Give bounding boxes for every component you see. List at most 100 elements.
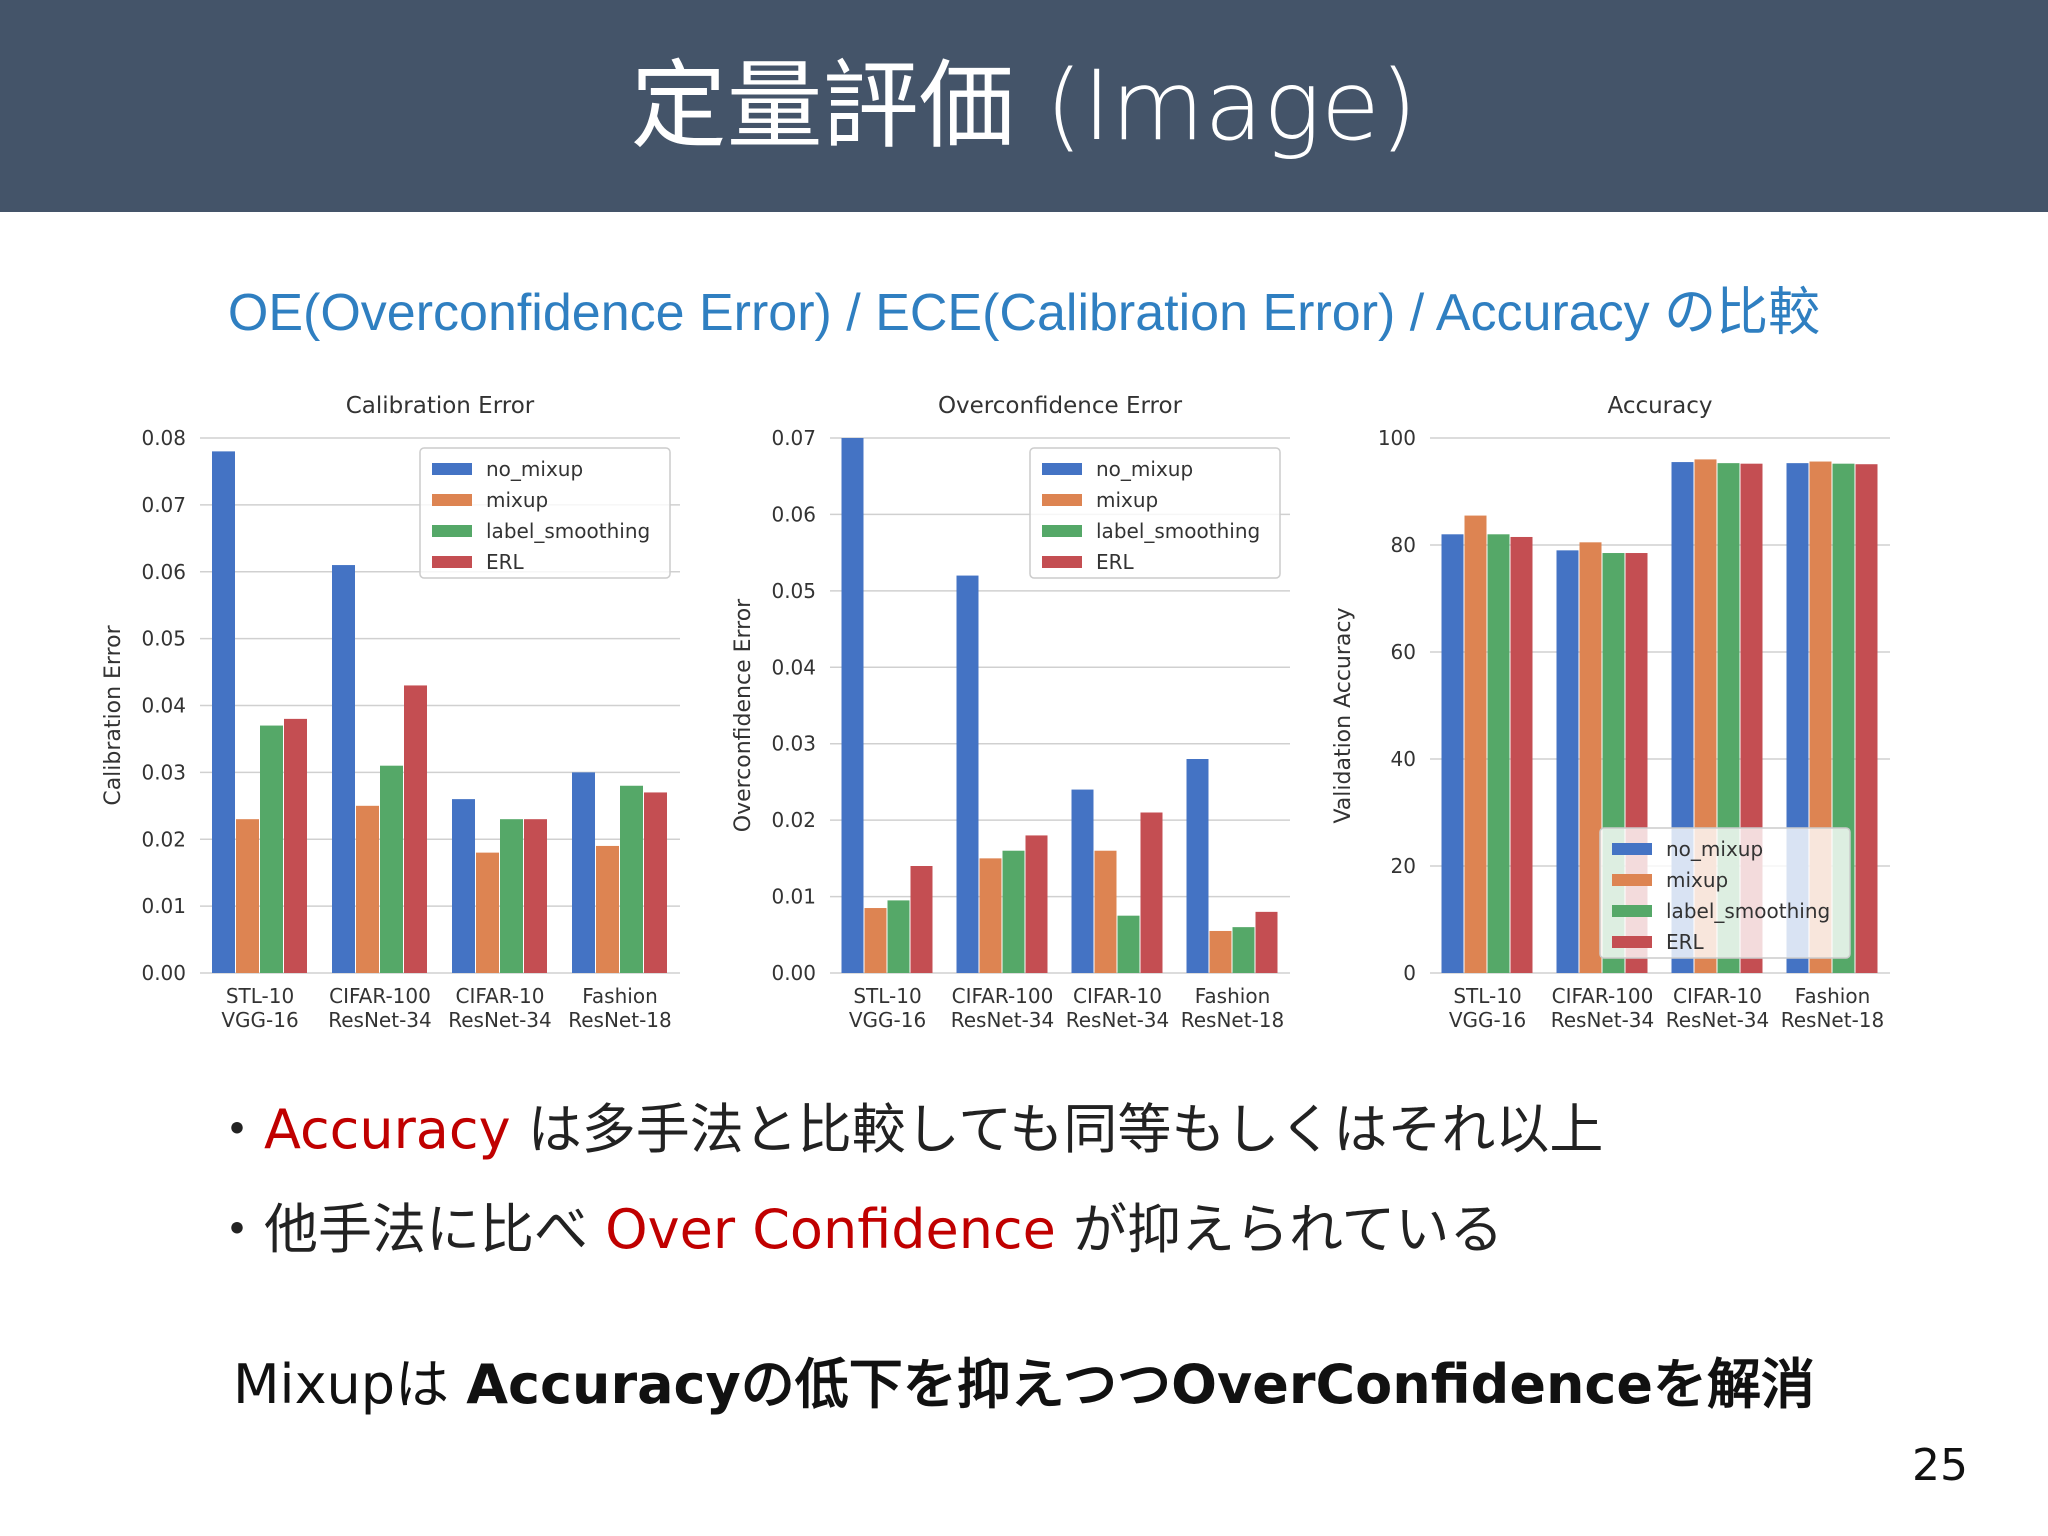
- bar-ERL: [524, 819, 547, 973]
- bar-ERL: [284, 718, 307, 973]
- x-tick-label: VGG-16: [221, 1008, 298, 1032]
- conclusion-prefix: Mixupは: [232, 1353, 467, 1416]
- x-tick-label: ResNet-34: [1666, 1008, 1770, 1032]
- legend-swatch: [432, 525, 472, 537]
- legend-label: label_smoothing: [1096, 519, 1260, 543]
- bar-no_mixup: [956, 575, 979, 973]
- y-tick-label: 0.02: [771, 808, 816, 832]
- bar-mixup: [596, 845, 619, 973]
- y-tick-label: 0.06: [771, 502, 816, 526]
- bar-label_smoothing: [1117, 915, 1140, 973]
- y-tick-label: 0.00: [141, 961, 186, 985]
- x-tick-label: Fashion: [1795, 984, 1871, 1008]
- legend-swatch: [432, 556, 472, 568]
- bar-label_smoothing: [620, 785, 643, 973]
- conclusion: Mixupは Accuracyの低下を抑えつつOverConfidenceを解消: [0, 1340, 2048, 1419]
- bar-mixup: [979, 858, 1002, 973]
- y-tick-label: 0.07: [771, 426, 816, 450]
- bar-label_smoothing: [887, 900, 910, 973]
- x-tick-label: CIFAR-10: [1073, 984, 1162, 1008]
- bar-no_mixup: [1186, 759, 1209, 973]
- bar-no_mixup: [332, 565, 355, 973]
- y-tick-label: 0.04: [771, 655, 816, 679]
- y-tick-label: 0.05: [141, 627, 186, 651]
- y-tick-label: 0.08: [141, 426, 186, 450]
- bar-mixup: [1464, 515, 1487, 973]
- x-tick-label: Fashion: [582, 984, 658, 1008]
- legend-label: label_smoothing: [486, 519, 650, 543]
- x-tick-label: ResNet-34: [448, 1008, 552, 1032]
- slide-subtitle: OE(Overconfidence Error) / ECE(Calibrati…: [227, 284, 1821, 342]
- y-tick-label: 0.07: [141, 493, 186, 517]
- bar-ERL: [1025, 835, 1048, 973]
- slide-title: 定量評価 (Image): [630, 50, 1418, 162]
- bullet-overconfidence: ・他手法に比べ Over Confidence が抑えられている: [210, 1190, 1910, 1290]
- y-tick-label: 40: [1391, 747, 1416, 771]
- x-tick-label: ResNet-18: [568, 1008, 672, 1032]
- bullet-highlight: Accuracy: [264, 1098, 511, 1161]
- bar-no_mixup: [841, 438, 864, 973]
- bar-no_mixup: [1556, 550, 1579, 973]
- bar-label_smoothing: [500, 819, 523, 973]
- legend-label: no_mixup: [1666, 837, 1763, 861]
- x-tick-label: ResNet-34: [1066, 1008, 1170, 1032]
- bar-ERL: [1510, 536, 1533, 973]
- legend-label: ERL: [486, 550, 525, 574]
- legend-swatch: [1612, 936, 1652, 948]
- bar-no_mixup: [572, 772, 595, 973]
- page-number: 25: [1912, 1440, 1968, 1491]
- bullet-highlight: Over Confidence: [605, 1198, 1056, 1261]
- legend-swatch: [1042, 525, 1082, 537]
- chart-title: Overconfidence Error: [938, 393, 1183, 419]
- x-tick-label: STL-10: [1453, 984, 1521, 1008]
- x-tick-label: CIFAR-100: [329, 984, 431, 1008]
- bar-ERL: [644, 792, 667, 973]
- bar-label_smoothing: [1232, 927, 1255, 973]
- bar-label_smoothing: [380, 765, 403, 973]
- y-tick-label: 0.00: [771, 961, 816, 985]
- charts-figure: Calibration Error 0.00 0.01 0.02 0.03 0.04 0.0…: [101, 393, 1890, 1032]
- bar-label_smoothing: [260, 725, 283, 973]
- legend-label: no_mixup: [1096, 457, 1193, 481]
- legend-swatch: [432, 494, 472, 506]
- bar-mixup: [864, 908, 887, 973]
- bar-mixup: [356, 805, 379, 973]
- y-axis-title: Overconfidence Error: [731, 598, 756, 832]
- legend-label: ERL: [1096, 550, 1135, 574]
- bullet-text: が抑えられている: [1055, 1198, 1504, 1261]
- bar-mixup: [1094, 850, 1117, 973]
- legend-label: mixup: [1096, 488, 1158, 512]
- bar-ERL: [1255, 911, 1278, 973]
- y-tick-label: 0.06: [141, 560, 186, 584]
- legend-swatch: [432, 463, 472, 475]
- x-tick-label: CIFAR-10: [1673, 984, 1762, 1008]
- bar-no_mixup: [1441, 534, 1464, 973]
- x-tick-label: VGG-16: [1449, 1008, 1526, 1032]
- legend-box: [1599, 827, 1851, 959]
- bullet-prefix: ・他手法に比べ: [210, 1198, 606, 1261]
- x-tick-label: CIFAR-10: [456, 984, 545, 1008]
- x-tick-label: ResNet-18: [1781, 1008, 1885, 1032]
- legend-label: mixup: [1666, 868, 1728, 892]
- y-tick-label: 0.01: [771, 885, 816, 909]
- y-tick-label: 80: [1391, 533, 1416, 557]
- bar-no_mixup: [1071, 789, 1094, 973]
- legend-swatch: [1612, 843, 1652, 855]
- y-axis-title: Calibration Error: [101, 624, 126, 805]
- y-tick-label: 0.03: [141, 760, 186, 784]
- bar-mixup: [236, 819, 259, 973]
- chart-title: Accuracy: [1607, 393, 1712, 419]
- legend-box: [1029, 447, 1281, 579]
- bullet-list: ・Accuracy は多手法と比較しても同等もしくはそれ以上 ・他手法に比べ O…: [210, 1090, 1910, 1290]
- y-tick-label: 20: [1391, 854, 1416, 878]
- y-tick-label: 0.04: [141, 694, 186, 718]
- charts-area: Calibration Error 0.00 0.01 0.02 0.03 0.04 0.0…: [100, 368, 1948, 1048]
- x-tick-label: CIFAR-100: [952, 984, 1054, 1008]
- legend-label: label_smoothing: [1666, 899, 1830, 923]
- bar-ERL: [910, 866, 933, 973]
- conclusion-bold: Accuracyの低下を抑えつつOverConfidenceを解消: [466, 1353, 1816, 1416]
- title-bar: [0, 0, 2048, 212]
- legend-swatch: [1612, 905, 1652, 917]
- bar-mixup: [476, 852, 499, 973]
- bullet-accuracy: ・Accuracy は多手法と比較しても同等もしくはそれ以上: [210, 1090, 1910, 1190]
